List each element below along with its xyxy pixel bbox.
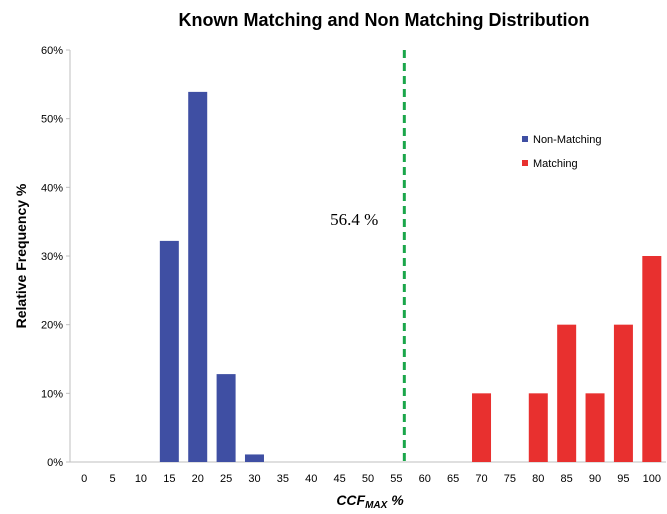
x-tick-label: 50: [362, 473, 374, 485]
x-axis-label: CCFMAX %: [336, 492, 404, 511]
x-tick-label: 0: [81, 473, 87, 485]
x-tick-label: 25: [220, 473, 232, 485]
x-tick-label: 10: [135, 473, 147, 485]
x-ticks: 0 5 10 15 20 25 30 35 40 45 50 55 60 65 70 75 80 85 90 95 10…: [81, 473, 661, 485]
x-tick-label: 75: [504, 473, 516, 485]
chart-title: Known Matching and Non Matching Distribu…: [179, 10, 590, 30]
legend: Non-Matching Matching: [522, 134, 601, 170]
legend-swatch-matching: [522, 160, 528, 166]
bar-matching-100: [642, 256, 662, 462]
bar-non-matching-30: [244, 454, 264, 462]
y-ticks: 0% 10% 20% 30% 40% 50% 60%: [41, 45, 70, 469]
threshold-group: 56.4 %: [330, 50, 406, 462]
x-tick-label: 95: [617, 473, 629, 485]
bars: [159, 91, 662, 463]
bar-non-matching-25: [216, 374, 236, 462]
x-axis-label-suffix: %: [387, 492, 404, 508]
y-tick-label: 20%: [41, 320, 63, 332]
bar-matching-85: [557, 324, 577, 462]
legend-swatch-non-matching: [522, 136, 528, 142]
y-tick-label: 40%: [41, 182, 63, 194]
x-tick-label: 55: [390, 473, 402, 485]
x-tick-label: 35: [277, 473, 289, 485]
bar-non-matching-15: [159, 240, 179, 462]
legend-label-non-matching: Non-Matching: [533, 134, 601, 146]
x-tick-label: 20: [192, 473, 204, 485]
x-tick-label: 80: [532, 473, 544, 485]
x-tick-label: 60: [419, 473, 431, 485]
y-axis-label: Relative Frequency %: [13, 183, 29, 328]
bar-matching-70: [472, 393, 492, 462]
bar-matching-90: [585, 393, 605, 462]
bar-matching-80: [528, 393, 548, 462]
bar-matching-95: [613, 324, 633, 462]
y-tick-label: 60%: [41, 45, 63, 57]
y-tick-label: 0%: [47, 457, 63, 469]
x-tick-label: 15: [163, 473, 175, 485]
y-tick-label: 50%: [41, 114, 63, 126]
x-tick-label: 5: [110, 473, 116, 485]
x-tick-label: 40: [305, 473, 317, 485]
x-axis-label-subscript: MAX: [365, 500, 389, 511]
bar-non-matching-20: [188, 91, 208, 463]
x-tick-label: 65: [447, 473, 459, 485]
x-tick-label: 45: [333, 473, 345, 485]
x-tick-label: 70: [475, 473, 487, 485]
axes: [69, 50, 666, 463]
x-tick-label: 30: [248, 473, 260, 485]
x-tick-label: 100: [643, 473, 661, 485]
x-tick-label: 90: [589, 473, 601, 485]
y-tick-label: 10%: [41, 388, 63, 400]
y-tick-label: 30%: [41, 251, 63, 263]
threshold-label: 56.4 %: [330, 210, 378, 229]
x-axis-label-main: CCF: [336, 492, 365, 508]
legend-label-matching: Matching: [533, 158, 578, 170]
x-tick-label: 85: [561, 473, 573, 485]
